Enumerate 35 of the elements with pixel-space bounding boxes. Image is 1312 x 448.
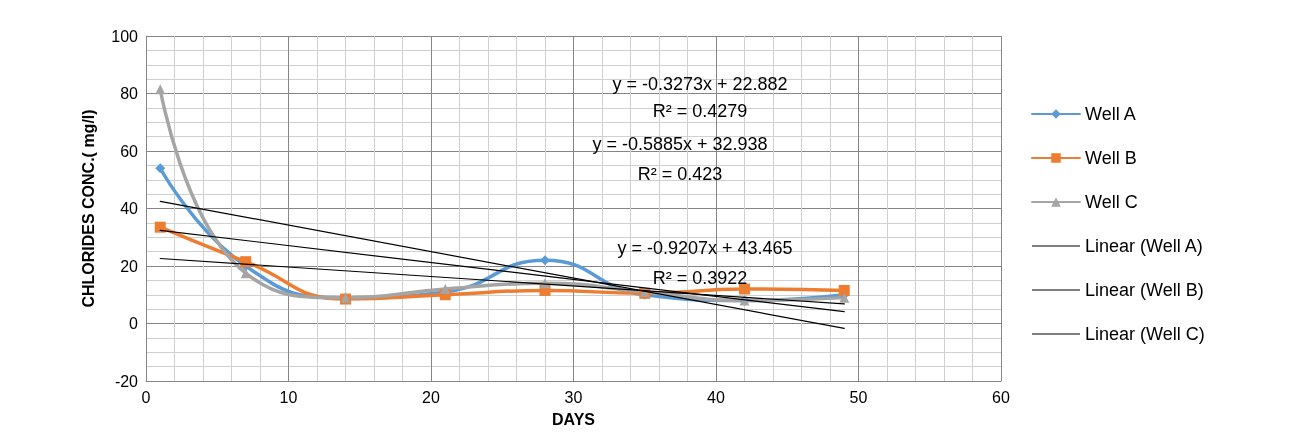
x-tick-label: 60: [992, 388, 1010, 406]
point: [838, 284, 850, 296]
annotation: y = -0.9207x + 43.465: [617, 238, 793, 258]
x-axis-title: DAYS: [552, 410, 596, 428]
y-tick-label: 20: [120, 257, 139, 275]
point: [540, 255, 550, 266]
y-tick-label: 60: [120, 142, 139, 160]
point: [240, 268, 251, 279]
y-tick-label: 0: [129, 315, 139, 332]
y-tick-label: -20: [114, 372, 139, 390]
point: [739, 283, 750, 295]
point: [155, 84, 166, 95]
legend-label: Well B: [1085, 148, 1137, 168]
legend-label: Well C: [1085, 192, 1138, 212]
x-tick-label: 50: [849, 388, 868, 406]
y-tick-label: 100: [111, 27, 139, 45]
y-axis-title: CHLORIDES CONC.( mg/l): [79, 109, 97, 308]
x-tick-label: 30: [564, 388, 583, 406]
legend-label: Linear (Well B): [1085, 280, 1204, 300]
y-tick-label: 80: [120, 85, 139, 102]
legend-label: Linear (Well C): [1085, 324, 1205, 344]
x-tick-label: 10: [279, 388, 298, 406]
x-tick-label: 20: [422, 388, 440, 406]
x-tick-label: 0: [141, 388, 151, 406]
x-tick-label: 40: [707, 388, 725, 406]
y-tick-label: 40: [120, 200, 139, 217]
point: [154, 221, 166, 233]
annotation: y = -0.5885x + 32.938: [592, 134, 768, 154]
annotation: R² = 0.3922: [652, 268, 748, 288]
annotation: y = -0.3273x + 22.882: [612, 74, 788, 94]
legend-label: Linear (Well A): [1085, 236, 1203, 256]
legend-label: Well A: [1085, 104, 1136, 124]
annotation: R² = 0.423: [637, 164, 723, 184]
annotation: R² = 0.4279: [652, 101, 748, 121]
point: [155, 163, 166, 174]
